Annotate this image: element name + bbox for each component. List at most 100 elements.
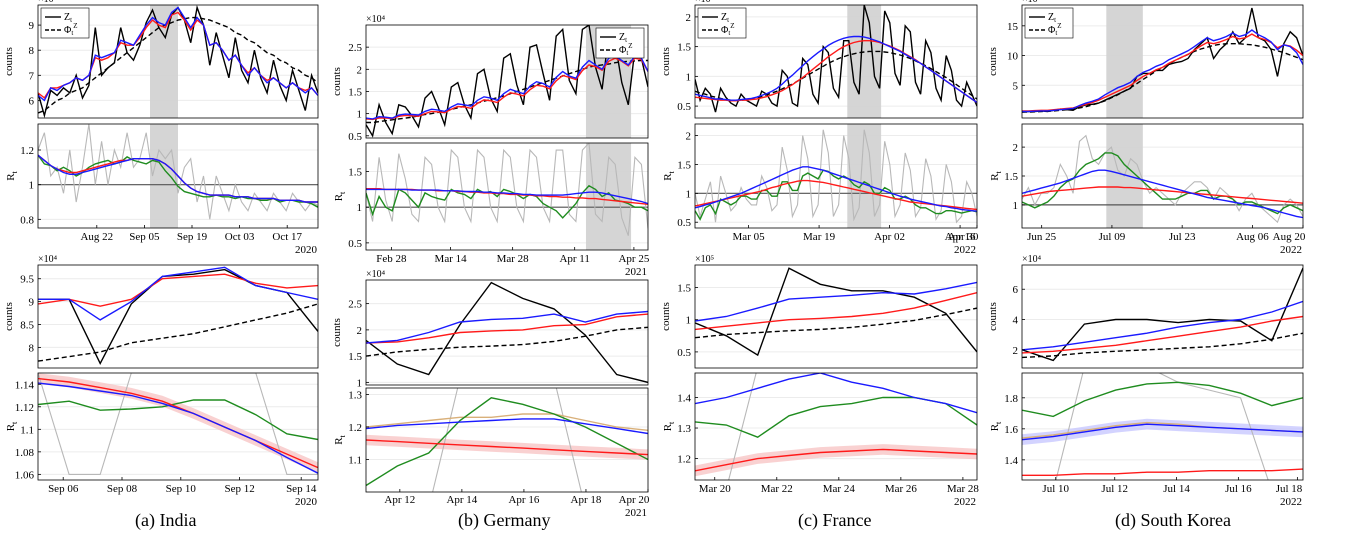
south-korea-bottom-rt-ylabel: Rt [989,421,1003,431]
germany-bottom-rt-ytick-label: 1.3 [348,390,362,402]
south-korea-bottom-counts-ylabel-text: counts [987,302,999,331]
india-bottom-rt-bg [38,373,318,480]
france-top-rt-plot [695,124,977,228]
france-top-rt-ytick-label: 1 [686,188,692,200]
germany-bottom-rt-ytick-label: 1.1 [348,455,362,467]
france-bottom-rt-series-gray [728,373,757,480]
germany-bottom-rt-frame [365,387,649,493]
india-bottom-rt-ytick-label: 1.08 [15,447,35,459]
south-korea-bottom-counts-ytick-label: 6 [1013,284,1019,296]
south-korea-top-year-label: 2022 [1280,244,1302,256]
france-top-xtick-label: Apr 16 [945,231,976,243]
france-top-counts-plot [695,5,977,118]
france-top-counts-shade [847,5,882,118]
france-bottom-counts-plot [695,267,977,357]
south-korea-top-counts-series-phi [1022,43,1303,113]
india-bottom-counts-series-blue [38,266,318,321]
south-korea-bottom-counts-series-z [1022,267,1303,362]
germany-bottom-year-label: 2021 [625,507,647,519]
india-top-year-label: 2020 [295,244,318,256]
france-top-legend-box [697,7,747,39]
france-bottom-counts-series-z [695,267,977,357]
india-top-rt-series-blue [38,154,318,203]
india-top-xtick-label: Aug 22 [80,231,113,243]
south-korea-top-rt-ytick-label: 1.5 [1004,171,1018,183]
france-bottom-counts-series-phi [695,307,977,339]
india-top-xtick-label: Sep 05 [129,231,160,243]
germany-bottom-xtick-label: Apr 16 [508,494,539,506]
india-top-rt-ytick-label: 1 [29,180,35,192]
germany-bottom-counts-series-blue [366,310,648,344]
germany-top-rt: 0.5 1 1.5 Rt [333,142,649,251]
germany-bottom-xtick-label: Apr 14 [446,494,477,506]
france-top-legend-z-label: Zt [721,12,729,24]
germany-top-counts-ylabel: counts [331,67,343,96]
germany-bottom-xtick-label: Apr 20 [619,494,650,506]
south-korea-bottom-rt-series-blue [1022,423,1303,441]
france-bottom-counts-ytick-label: 0.5 [677,347,691,359]
germany-bottom-rt-ytick-label: 1.2 [348,422,362,434]
germany-bottom-rt-series-blue [366,418,648,435]
germany-top-rt-frame [365,142,649,251]
india-top-rt-ylabel-text: Rt [5,170,19,180]
india-bottom-xtick-label: Sep 14 [286,483,317,495]
india-top-counts-ylabel: counts [3,47,15,76]
germany-top-counts-series-red [366,57,648,121]
south-korea-top-counts-series-blue [1022,29,1303,113]
india-top-counts-exponent: ×10⁴ [38,0,58,5]
germany-bottom-rt-plot [366,388,648,492]
south-korea-top-rt-series-red [1022,186,1303,204]
france-bottom-counts-ylabel-text: counts [660,302,672,331]
india-bottom-panel: 8 8.5 9 9.5 counts ×10⁴ 1.06 1.08 1.1 1.12 1.14 Rt S… [3,254,319,508]
france-bottom-rt-frame [694,372,978,481]
india-bottom-counts: 8 8.5 9 9.5 counts ×10⁴ [3,254,319,369]
india-top-legend-z-label: Zt [64,12,72,24]
south-korea-bottom-xtick-label: Jul 12 [1101,483,1128,495]
france-top-year-label: 2022 [954,244,976,256]
france-top-rt-ylabel: Rt [662,170,676,180]
south-korea-top-xtick-label: Jul 09 [1099,231,1126,243]
south-korea-bottom-rt: 1.4 1.6 1.8 Rt [989,372,1304,481]
south-korea-bottom-xtick-label: Jul 16 [1225,483,1252,495]
india-top-rt-frame [37,123,319,229]
france-top-rt-series-blue [695,166,977,212]
south-korea-bottom-rt-plot [1022,373,1303,480]
south-korea-bottom-rt-ribbon [1022,418,1303,445]
germany-bottom-counts-ytick-label: 1 [357,377,363,389]
germany-bottom-counts-plot [366,281,648,384]
germany-top-counts-ytick-label: 0.5 [348,131,362,143]
france-bottom-rt-series-blue [695,373,977,414]
france-bottom-rt-ylabel: Rt [662,421,676,431]
caption-france: (c) France [798,510,872,530]
caption-germany: (b) Germany [458,510,551,530]
france-top-rt-series-green [695,169,977,221]
germany-top-xtick-label: Apr 11 [559,253,589,265]
germany-top-counts-frame [365,24,649,139]
germany-bottom-counts-ylabel: counts [331,318,343,347]
south-korea-top-rt-plot [1022,124,1303,228]
france-bottom-xtick-label: Mar 24 [823,483,856,495]
france-bottom-counts-frame [694,264,978,369]
india-bottom-counts-ytick-label: 8.5 [20,320,34,332]
india-top-counts-plot [38,5,318,118]
france-top-counts-ytick-label: 1.5 [677,42,691,54]
south-korea-bottom-counts-plot [1022,267,1303,362]
france-bottom-xtick-label: Mar 28 [947,483,980,495]
germany-bottom-xtick-label: Apr 12 [384,494,415,506]
germany-top-counts-ytick-label: 2.5 [348,42,362,54]
germany-bottom-counts-series-z [366,281,648,384]
india-bottom-rt-plot [38,373,318,475]
germany-bottom-counts-frame [365,279,649,386]
france-bottom-xtick-label: Mar 22 [761,483,793,495]
south-korea-bottom-xtick-label: Jul 18 [1276,483,1303,495]
india-top-rt-ytick-label: 0.8 [20,214,34,226]
france-bottom-counts-exponent: ×10⁵ [695,254,714,265]
south-korea-bottom-rt-ylabel-text: Rt [989,421,1003,431]
germany-top-xtick-label: Feb 28 [376,253,407,265]
france-bottom-counts-series-blue [695,281,977,322]
germany-top-rt-ylabel: Rt [333,191,347,201]
